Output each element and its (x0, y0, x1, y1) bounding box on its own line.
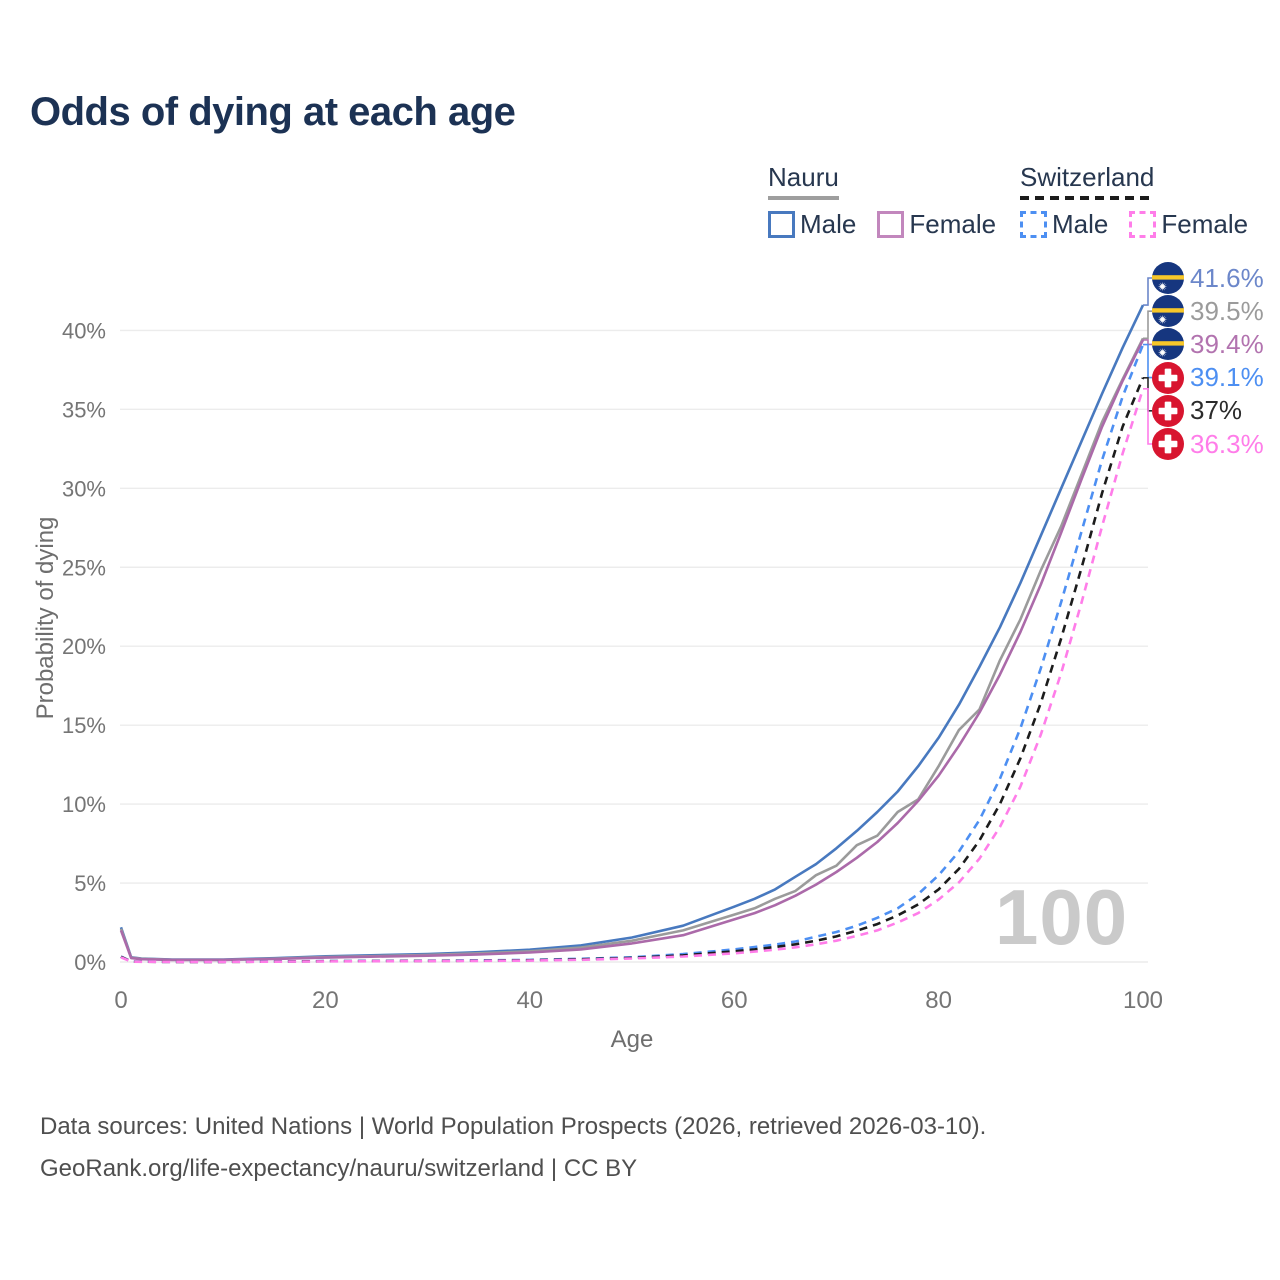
series-line-nauru-female[interactable] (119, 339, 1145, 962)
footer-attribution-link[interactable]: GeoRank.org/life-expectancy/nauru/switze… (40, 1155, 638, 1182)
x-tick-label: 60 (721, 987, 748, 1014)
y-tick-label: 35% (62, 397, 106, 422)
legend-linestyle-nauru (768, 196, 839, 200)
end-label-connector (1143, 343, 1152, 379)
y-tick-label: 40% (62, 318, 106, 343)
y-tick-label: 25% (62, 555, 106, 580)
y-tick-label: 20% (62, 634, 106, 659)
footer: Data sources: United Nations | World Pop… (40, 1106, 986, 1190)
y-tick-label: 30% (62, 476, 106, 501)
y-tick-label: 10% (62, 792, 106, 817)
end-label-connector (1143, 310, 1152, 340)
legend-label-nauru-female[interactable]: Female (909, 209, 997, 239)
footer-data-sources: Data sources: United Nations | World Pop… (40, 1113, 987, 1140)
legend-country-switzerland[interactable]: Switzerland (1020, 162, 1155, 192)
legend-head-nauru[interactable]: Nauru (768, 162, 839, 200)
x-axis-title: Age (610, 1026, 654, 1053)
x-tick-label: 80 (925, 987, 952, 1014)
legend-swatch-nauru-male[interactable] (768, 211, 795, 238)
series-line-switzerland-female[interactable] (120, 388, 1145, 964)
end-label-connector (1143, 339, 1152, 346)
legend-label-nauru-male[interactable]: Male (800, 209, 857, 239)
legend-items-switzerland: Male Female (1020, 209, 1269, 240)
y-tick-label: 15% (62, 713, 106, 738)
gridlines (120, 329, 1148, 963)
x-tick-label: 100 (1123, 987, 1163, 1014)
legend-items-nauru: Male Female (768, 209, 1017, 240)
legend-linestyle-switzerland (1020, 196, 1155, 200)
x-tick-label: 20 (312, 987, 339, 1014)
y-axis-title: Probability of dying (32, 516, 59, 720)
x-tick-label: 0 (114, 987, 127, 1014)
series-line-nauru-male[interactable] (119, 304, 1145, 961)
legend-head-switzerland[interactable]: Switzerland (1020, 162, 1155, 200)
page-title: Odds of dying at each age (30, 90, 516, 134)
x-tick-label: 40 (516, 987, 543, 1014)
legend-group-switzerland: Switzerland Male Female (1020, 162, 1269, 240)
series-line-switzerland[interactable] (120, 377, 1145, 964)
legend-label-switzerland-female[interactable]: Female (1161, 209, 1249, 239)
end-label-connector (1143, 277, 1152, 306)
series-line-switzerland-male[interactable] (120, 344, 1145, 964)
legend-swatch-nauru-female[interactable] (877, 211, 905, 238)
legend-swatch-switzerland-female[interactable] (1129, 211, 1157, 238)
y-tick-label: 5% (74, 871, 106, 896)
end-label-connector (1143, 388, 1152, 445)
legend-country-nauru[interactable]: Nauru (768, 162, 839, 192)
legend-swatch-switzerland-male[interactable] (1020, 211, 1047, 238)
hover-age-label: 100 (995, 873, 1129, 961)
y-tick-label: 0% (74, 950, 106, 975)
legend-label-switzerland-male[interactable]: Male (1052, 209, 1109, 239)
legend-group-nauru: Nauru Male Female (768, 162, 1017, 240)
